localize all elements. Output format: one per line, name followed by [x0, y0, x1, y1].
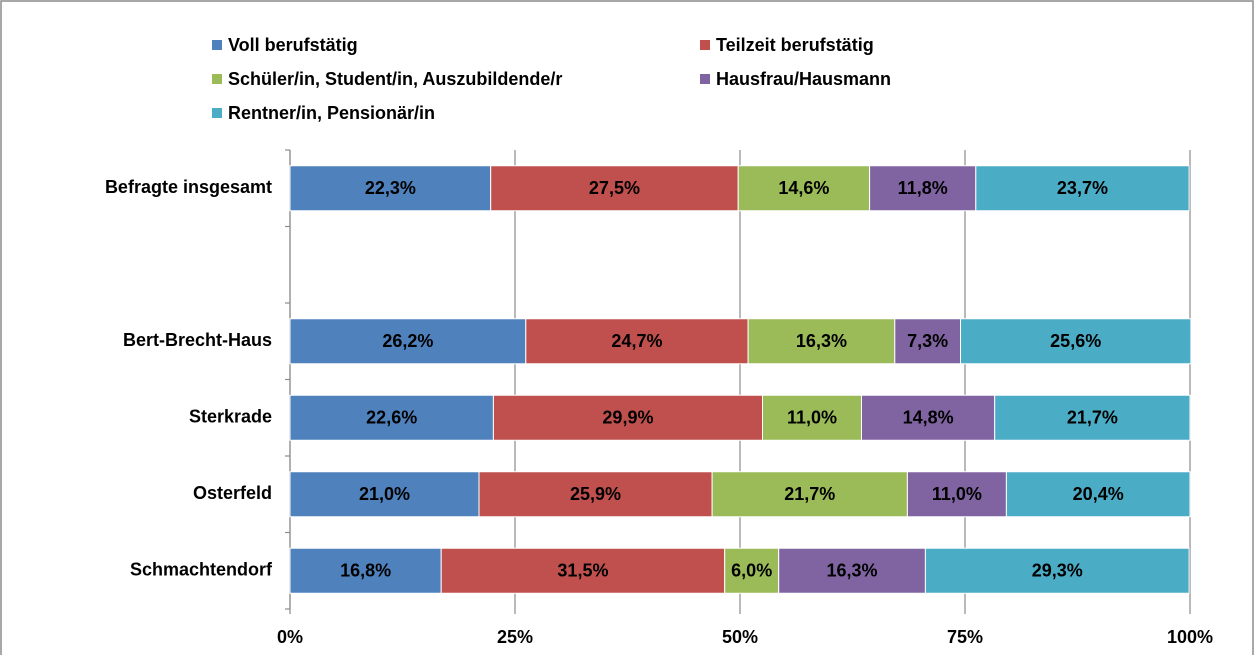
legend-swatch: [212, 40, 222, 50]
data-label: 31,5%: [557, 561, 608, 581]
data-label: 20,4%: [1073, 484, 1124, 504]
legend-label: Hausfrau/Hausmann: [716, 69, 891, 89]
bar-segment: [478, 471, 713, 518]
data-label: 22,6%: [366, 408, 417, 428]
bar-segment: [289, 471, 480, 518]
data-label: 11,8%: [898, 178, 948, 198]
data-label: 16,8%: [340, 561, 391, 581]
y-tick-label: Osterfeld: [193, 483, 272, 503]
y-tick-label: Bert-Brecht-Haus: [123, 330, 272, 350]
bar-segment: [975, 165, 1190, 212]
bar-segment: [778, 547, 926, 594]
data-label: 16,3%: [796, 331, 847, 351]
legend-label: Schüler/in, Student/in, Auszubildende/r: [228, 69, 562, 89]
bar-segment: [289, 318, 527, 365]
bar-segment: [289, 394, 494, 441]
data-label: 21,7%: [1067, 408, 1118, 428]
bar-segment: [525, 318, 749, 365]
data-label: 29,3%: [1032, 561, 1083, 581]
bar-segment: [737, 165, 871, 212]
data-label: 14,6%: [778, 178, 829, 198]
data-label: 24,7%: [611, 331, 662, 351]
data-label: 21,7%: [784, 484, 835, 504]
data-label: 23,7%: [1057, 178, 1108, 198]
bar-segment: [711, 471, 908, 518]
bar-segment: [440, 547, 726, 594]
legend-swatch: [700, 74, 710, 84]
bar-segment: [490, 165, 739, 212]
data-label: 11,0%: [932, 484, 982, 504]
legend-label: Teilzeit berufstätig: [716, 35, 874, 55]
data-label: 21,0%: [359, 484, 410, 504]
x-tick-label: 25%: [497, 627, 533, 647]
data-label: 14,8%: [903, 408, 954, 428]
bar-segment: [960, 318, 1192, 365]
bar-segment: [924, 547, 1190, 594]
bar-segment: [994, 394, 1191, 441]
y-tick-label: Befragte insgesamt: [105, 177, 272, 197]
data-label: 6,0%: [731, 561, 772, 581]
x-tick-label: 50%: [722, 627, 758, 647]
data-label: 27,5%: [589, 178, 640, 198]
bar-segment: [1005, 471, 1191, 518]
x-tick-label: 0%: [277, 627, 303, 647]
data-label: 26,2%: [382, 331, 433, 351]
legend-label: Voll berufstätig: [228, 35, 358, 55]
data-label: 11,0%: [787, 408, 837, 428]
data-label: 7,3%: [907, 331, 948, 351]
data-label: 25,6%: [1050, 331, 1101, 351]
x-tick-label: 75%: [947, 627, 983, 647]
legend-swatch: [212, 108, 222, 118]
bar-segment: [894, 318, 961, 365]
bar-segment: [289, 547, 442, 594]
data-label: 16,3%: [827, 561, 878, 581]
bar-segment: [906, 471, 1007, 518]
legend-swatch: [212, 74, 222, 84]
data-label: 29,9%: [602, 408, 653, 428]
legend-label: Rentner/in, Pensionär/in: [228, 103, 435, 123]
y-tick-label: Sterkrade: [189, 407, 272, 427]
data-label: 22,3%: [365, 178, 416, 198]
legend-swatch: [700, 40, 710, 50]
data-label: 25,9%: [570, 484, 621, 504]
x-tick-label: 100%: [1167, 627, 1213, 647]
bar-segment: [747, 318, 896, 365]
bar-segment: [724, 547, 780, 594]
bar-segment: [289, 165, 492, 212]
y-tick-label: Schmachtendorf: [130, 560, 273, 580]
